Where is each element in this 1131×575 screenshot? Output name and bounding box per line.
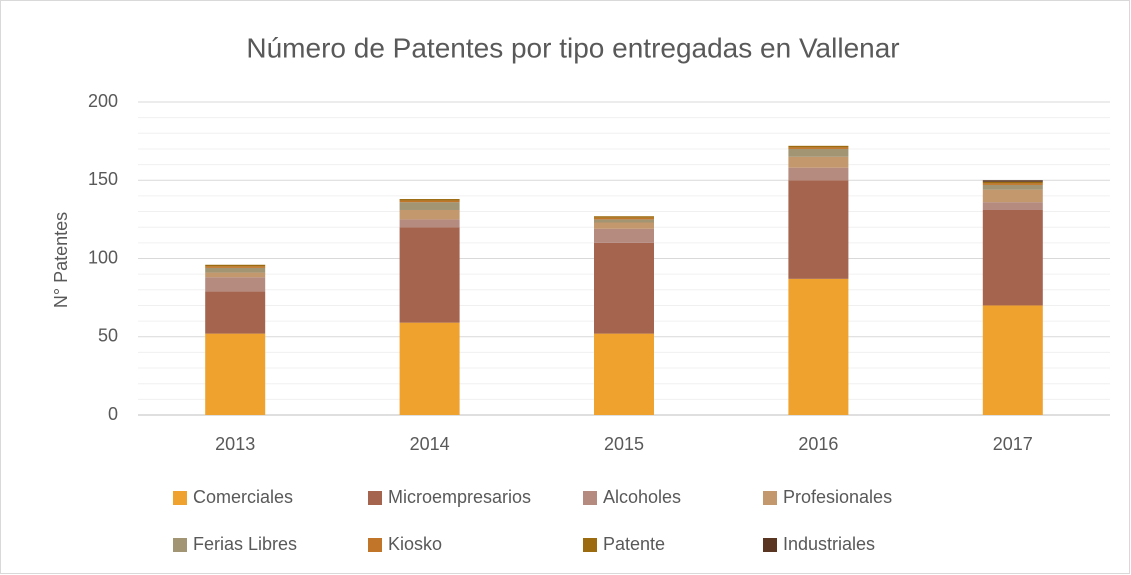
bar-segment — [594, 217, 654, 220]
bar-segment — [982, 184, 1043, 190]
y-tick-label: 0 — [108, 404, 118, 424]
bar-segment — [205, 333, 266, 415]
bar-segment — [399, 202, 460, 210]
legend-label: Patente — [603, 534, 665, 554]
bar-segment — [205, 272, 266, 278]
bar-segment — [982, 305, 1043, 415]
legend-swatch — [583, 538, 597, 552]
legend-swatch — [368, 538, 382, 552]
bar-segment — [399, 200, 460, 203]
bar-segment — [788, 145, 849, 148]
x-tick-label: 2014 — [410, 434, 450, 454]
x-tick-label: 2013 — [215, 434, 255, 454]
legend-label: Kiosko — [388, 534, 442, 554]
bar-segment — [788, 167, 849, 181]
bar-segment — [399, 209, 460, 220]
bar-segment — [399, 227, 460, 323]
bar-segment — [399, 199, 460, 201]
bar-segment — [788, 156, 849, 168]
bar-segment — [399, 322, 460, 415]
bar-segment — [788, 278, 849, 415]
legend-swatch — [763, 491, 777, 505]
bar-segment — [982, 183, 1043, 185]
legend-label: Comerciales — [193, 487, 293, 507]
bar-segment — [205, 264, 266, 267]
bar-segment — [982, 202, 1043, 210]
x-tick-label: 2017 — [993, 434, 1033, 454]
y-tick-label: 200 — [88, 91, 118, 111]
chart-title: Número de Patentes por tipo entregadas e… — [246, 32, 899, 63]
bar-segment — [594, 216, 654, 218]
bar-segment — [594, 242, 654, 334]
legend-swatch — [763, 538, 777, 552]
bar-segment — [982, 180, 1043, 182]
x-tick-label: 2015 — [604, 434, 644, 454]
y-tick-label: 100 — [88, 247, 118, 267]
bar-segment — [594, 333, 654, 415]
y-tick-label: 150 — [88, 169, 118, 189]
bar-segment — [594, 219, 654, 223]
bar-segment — [982, 209, 1043, 306]
legend-label: Ferias Libres — [193, 534, 297, 554]
bar-segment — [982, 189, 1043, 203]
legend-label: Industriales — [783, 534, 875, 554]
bar-segment — [594, 222, 654, 229]
bar-segment — [788, 147, 849, 149]
bar-segment — [205, 291, 266, 334]
bar-segment — [205, 267, 266, 273]
legend-label: Microempresarios — [388, 487, 531, 507]
bar-segment — [788, 180, 849, 279]
bar-segment — [205, 277, 266, 292]
legend-label: Profesionales — [783, 487, 892, 507]
bar-segment — [982, 181, 1043, 184]
legend-swatch — [173, 491, 187, 505]
x-tick-label: 2016 — [798, 434, 838, 454]
legend-label: Alcoholes — [603, 487, 681, 507]
legend-swatch — [368, 491, 382, 505]
legend-swatch — [583, 491, 597, 505]
bar-segment — [205, 266, 266, 268]
y-tick-label: 50 — [98, 326, 118, 346]
bar-segment — [399, 219, 460, 228]
legend-swatch — [173, 538, 187, 552]
bar-segment — [594, 228, 654, 243]
y-axis-label: N° Patentes — [51, 212, 71, 308]
bar-segment — [788, 148, 849, 157]
